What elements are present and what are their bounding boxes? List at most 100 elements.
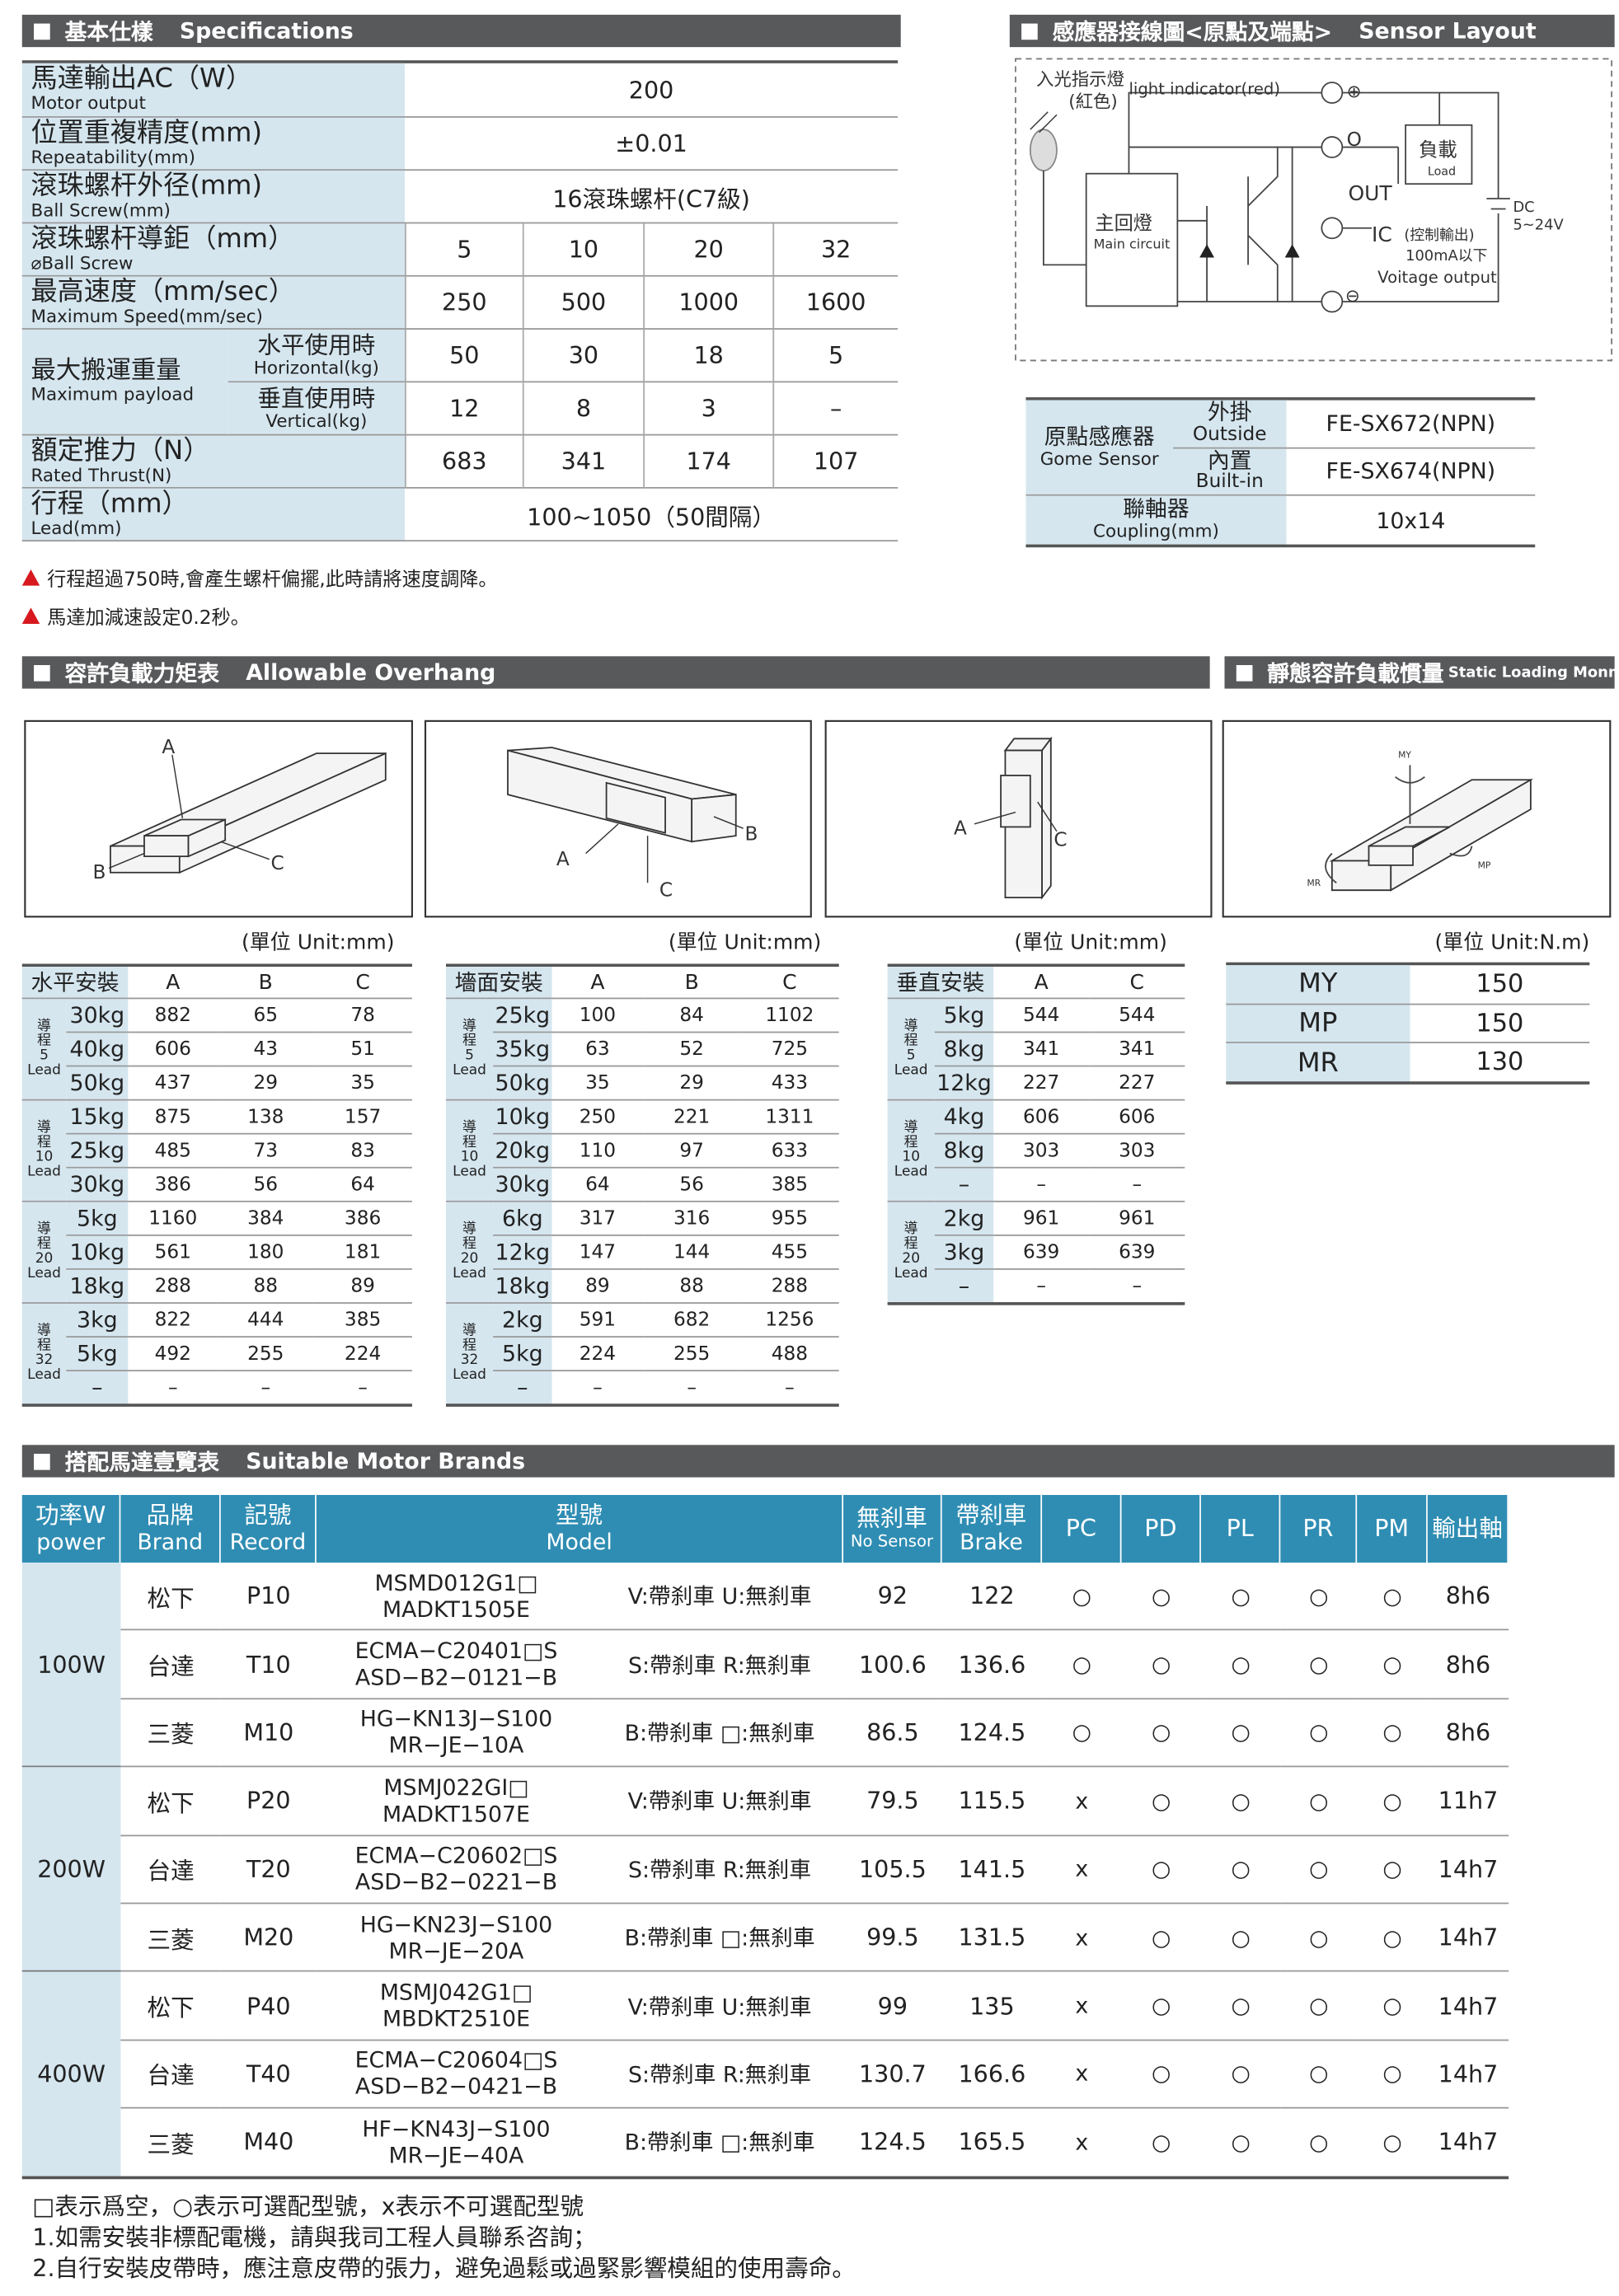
lead-text: 程	[903, 1134, 918, 1151]
table-cell: 130.7	[843, 2041, 942, 2109]
value-cell: 144	[643, 1236, 741, 1270]
lead-text: 5	[465, 1047, 474, 1064]
table-cell: 141.5	[941, 1836, 1043, 1905]
terminal	[1321, 82, 1344, 104]
option-cell: ○	[1200, 1563, 1281, 1631]
footnote: 2.自行安裝皮帶時，應注意皮帶的張力，避免過鬆或過緊影響模組的使用壽命。	[32, 2253, 856, 2282]
option-cell: ○	[1357, 1972, 1428, 2041]
lead-text: Lead	[453, 1062, 486, 1079]
value-cell: 64	[551, 1169, 644, 1202]
label-en: Gome Sensor	[1039, 447, 1159, 469]
lead-text: 程	[37, 1033, 52, 1050]
value-cell: 1256	[740, 1304, 839, 1338]
table-cell: M40	[220, 2109, 317, 2177]
model-line: MR−JE−10A	[388, 1732, 524, 1759]
load-cell: 12kg	[934, 1066, 994, 1101]
table-header-cell: 墻面安裝	[445, 967, 552, 1000]
table-header-cell: C	[740, 967, 839, 1000]
value-cell: 43	[218, 1033, 314, 1067]
spec-value: 3	[643, 382, 773, 436]
value-cell: 56	[218, 1169, 314, 1202]
diagram-label: 100mA以下	[1405, 247, 1487, 265]
row-label: 位置重複精度(mm) Repeatability(mm)	[21, 117, 405, 171]
moment-value: 150	[1410, 1005, 1590, 1044]
value-cell: 544	[993, 999, 1090, 1033]
label-zh: 聯軸器	[1123, 496, 1190, 523]
header-icon	[34, 1453, 50, 1469]
label-zh: 原點感應器	[1044, 424, 1155, 451]
lead-text: Lead	[453, 1366, 486, 1384]
value-cell: 606	[993, 1101, 1090, 1135]
label-en: ⌀Ball Screw	[31, 252, 134, 274]
load-cell: 50kg	[66, 1066, 129, 1101]
lead-label: 導程 10 Lead	[21, 1100, 67, 1202]
table-cell: V:帶刹車 U:無刹車	[596, 1563, 844, 1631]
row-label: 內置 Built-in	[1173, 447, 1287, 496]
option-cell: x	[1042, 2041, 1122, 2109]
load-cell: –	[934, 1168, 994, 1202]
model-line: HG−KN23J−S100	[359, 1910, 553, 1938]
table-cell: 台達	[120, 1631, 221, 1699]
row-label: 滾珠螺杆外径(mm) Ball Screw(mm)	[21, 170, 405, 224]
model-cell: ECMA−C20602□S ASD−B2−0221−B	[316, 1836, 597, 1905]
value-cell: –	[313, 1371, 412, 1406]
note: 馬達加減速設定0.2秒。	[21, 600, 890, 630]
diagram-label: light indicator(red)	[1129, 79, 1280, 98]
table-cell: 122	[941, 1563, 1043, 1631]
column-header-zh: 功率W	[35, 1501, 106, 1530]
value-cell: 64	[313, 1169, 412, 1202]
header-icon	[34, 664, 50, 681]
table-header-cell: B	[218, 967, 314, 1000]
value-cell: –	[643, 1371, 741, 1406]
row-label: 額定推力（N） Rated Thrust(N)	[21, 435, 405, 489]
value-cell: 97	[643, 1135, 741, 1169]
value-cell: 56	[643, 1169, 741, 1202]
value-cell: 882	[128, 999, 218, 1033]
value-cell: 110	[551, 1135, 644, 1169]
table-cell: P40	[220, 1972, 317, 2041]
value-cell: 561	[128, 1236, 218, 1270]
table-cell: B:帶刹車 □:無刹車	[596, 1699, 844, 1768]
lead-text: 導	[462, 1119, 477, 1136]
value-cell: 78	[313, 999, 412, 1033]
table-cell: V:帶刹車 U:無刹車	[596, 1972, 844, 2041]
header-title-en: Suitable Motor Brands	[246, 1447, 526, 1475]
value-cell: 488	[740, 1338, 839, 1372]
note: 行程超過750時,會產生螺杆偏擺,此時請將速度調降。	[21, 562, 890, 592]
load-cell: –	[66, 1371, 129, 1406]
value-cell: 35	[313, 1066, 412, 1101]
section-header: 搭配馬達壹覽表 Suitable Motor Brands	[21, 1445, 1615, 1478]
table-header-cell: A	[551, 967, 644, 1000]
model-line: MSMJ042G1□	[379, 1979, 533, 2006]
value-cell: 73	[218, 1135, 314, 1169]
lead-text: Lead	[27, 1062, 61, 1079]
table-cell: 台達	[120, 2041, 221, 2109]
diagram-label: (控制輸出)	[1404, 227, 1474, 244]
lead-text: 10	[460, 1149, 479, 1166]
model-line: HG−KN13J−S100	[359, 1706, 553, 1733]
vertical-diagram: A C	[954, 736, 1068, 900]
load-cell: 8kg	[934, 1134, 994, 1169]
value-cell: 303	[993, 1135, 1090, 1169]
header-icon	[1021, 22, 1038, 40]
label-zh: 滾珠螺杆外径(mm)	[31, 170, 263, 202]
option-cell: ○	[1200, 1768, 1281, 1836]
column-header: 型號 Model	[316, 1495, 844, 1563]
header-title: 靜態容許負載慣量	[1267, 659, 1444, 686]
table-cell: 99.5	[843, 1904, 942, 1973]
table-cell: 松下	[120, 1972, 221, 2041]
option-cell: ○	[1200, 1631, 1281, 1699]
moment-label: MR	[1226, 1043, 1410, 1084]
value-cell: –	[551, 1371, 644, 1406]
lead-text: 5	[40, 1047, 49, 1064]
moment-value: 150	[1410, 965, 1590, 1005]
column-header: PM	[1357, 1495, 1428, 1563]
table-rule	[445, 963, 839, 968]
value-cell: 822	[128, 1304, 218, 1338]
value-cell: 52	[643, 1033, 741, 1067]
label-en: Lead(mm)	[31, 517, 122, 538]
diagram-label: 負載	[1419, 138, 1457, 161]
column-header-zh: 品牌	[146, 1501, 194, 1530]
column-header-en: Model	[546, 1528, 612, 1555]
